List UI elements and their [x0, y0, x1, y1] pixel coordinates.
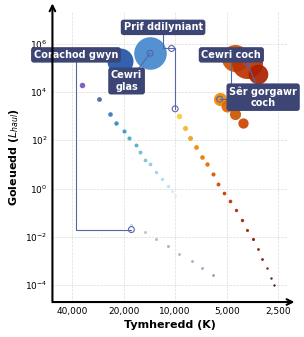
- Point: [138, 150, 143, 155]
- Point: [173, 193, 178, 198]
- Point: [108, 111, 112, 116]
- Point: [96, 96, 101, 102]
- Point: [127, 135, 132, 141]
- Point: [159, 176, 164, 182]
- Point: [121, 128, 126, 133]
- Point: [129, 222, 134, 227]
- Point: [143, 229, 147, 235]
- Point: [271, 282, 276, 288]
- Point: [245, 227, 250, 232]
- Point: [217, 96, 222, 102]
- Point: [153, 237, 158, 242]
- Point: [234, 208, 239, 213]
- Point: [173, 106, 178, 112]
- Point: [166, 183, 171, 189]
- Text: Cewri
glas: Cewri glas: [111, 70, 142, 92]
- Point: [245, 60, 250, 66]
- Point: [182, 125, 187, 131]
- Point: [148, 162, 153, 167]
- Point: [169, 46, 174, 51]
- Point: [265, 266, 270, 271]
- Point: [241, 121, 246, 126]
- X-axis label: Tymheredd (K): Tymheredd (K): [124, 320, 216, 330]
- Point: [216, 181, 221, 186]
- Point: [255, 71, 260, 76]
- Point: [232, 111, 237, 116]
- Point: [189, 258, 194, 264]
- Text: Cewri coch: Cewri coch: [202, 50, 261, 60]
- Point: [211, 273, 216, 278]
- Point: [269, 275, 274, 281]
- Point: [177, 251, 181, 256]
- Y-axis label: Goleuedd ($L_{haul}$): Goleuedd ($L_{haul}$): [7, 108, 21, 206]
- Point: [166, 244, 171, 249]
- Point: [153, 169, 158, 174]
- Point: [251, 237, 256, 242]
- Point: [177, 113, 181, 119]
- Point: [148, 51, 153, 56]
- Point: [199, 266, 204, 271]
- Point: [79, 82, 84, 87]
- Text: Sêr gorgawr
coch: Sêr gorgawr coch: [229, 86, 297, 108]
- Point: [193, 145, 198, 150]
- Point: [117, 58, 122, 63]
- Point: [227, 198, 232, 203]
- Point: [211, 171, 216, 177]
- Point: [148, 51, 153, 56]
- Point: [255, 246, 260, 252]
- Point: [129, 227, 134, 232]
- Point: [143, 157, 147, 162]
- Point: [199, 154, 204, 160]
- Point: [245, 60, 250, 66]
- Point: [232, 55, 237, 61]
- Point: [188, 135, 192, 141]
- Point: [169, 188, 174, 194]
- Point: [133, 142, 138, 148]
- Point: [217, 96, 222, 102]
- Point: [221, 191, 226, 196]
- Text: Corachod gwyn: Corachod gwyn: [34, 50, 118, 60]
- Point: [239, 217, 244, 223]
- Point: [260, 256, 265, 261]
- Point: [205, 162, 210, 167]
- Point: [224, 104, 229, 109]
- Point: [114, 121, 119, 126]
- Text: Prif ddilyniant: Prif ddilyniant: [123, 22, 203, 32]
